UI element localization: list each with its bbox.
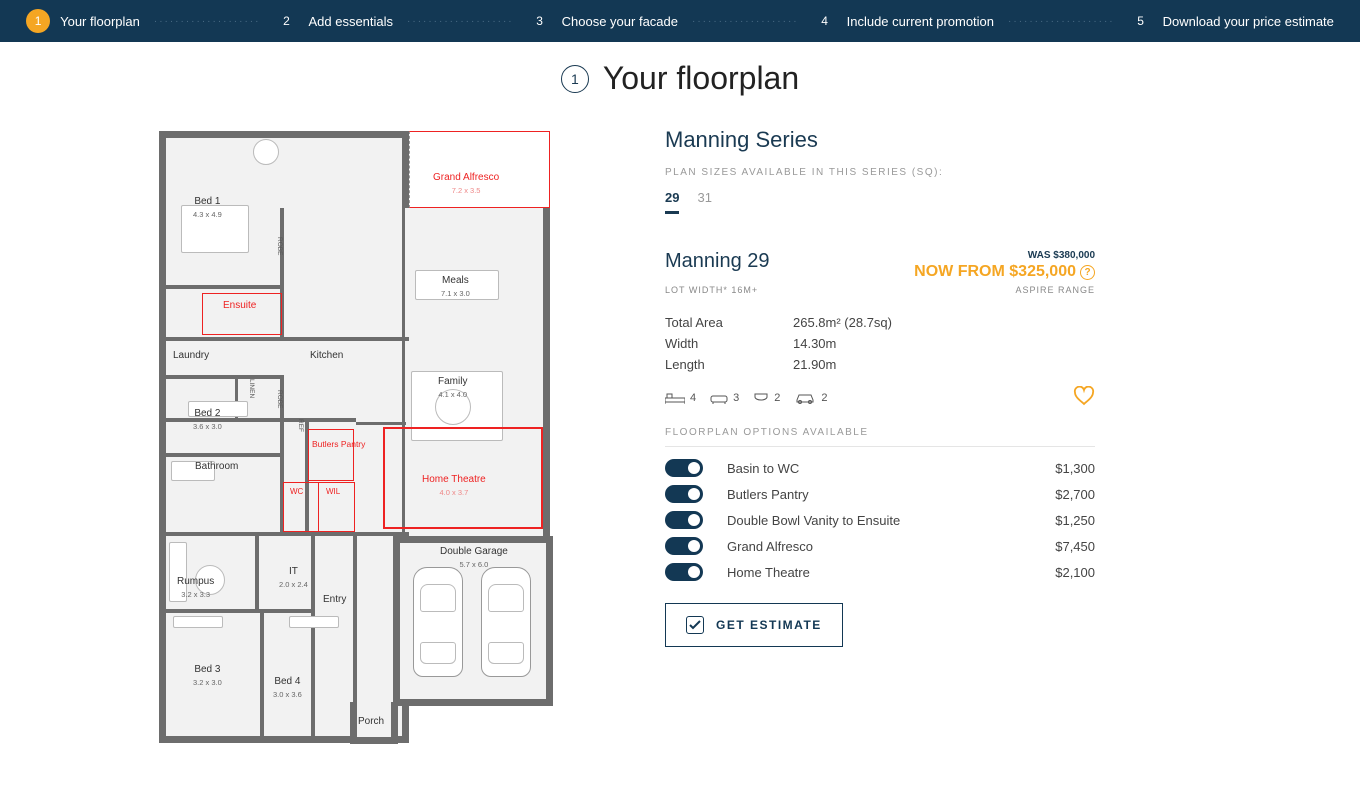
floorplan-diagram: Bed 14.3 x 4.9 Grand Alfresco7.2 x 3.5 E… [155, 127, 555, 747]
step-num: 1 [26, 9, 50, 33]
bed-icon [665, 392, 685, 404]
step-2[interactable]: 2 Add essentials [274, 9, 393, 33]
option-toggle[interactable] [665, 485, 703, 503]
spec-length-label: Length [665, 357, 793, 372]
price-info-icon[interactable]: ? [1080, 265, 1095, 280]
option-price: $7,450 [1055, 539, 1095, 554]
was-price: WAS $380,000 [914, 250, 1095, 261]
room-porch: Porch [358, 716, 384, 727]
size-31[interactable]: 31 [697, 190, 711, 214]
label-linen: LINEN [248, 379, 255, 398]
favorite-button[interactable] [1073, 386, 1095, 409]
room-alfresco: Grand Alfresco [433, 172, 499, 183]
step-divider: ···················· [1000, 16, 1123, 27]
room-wc: WC [290, 487, 303, 496]
room-bathroom: Bathroom [195, 461, 238, 472]
option-label: Butlers Pantry [727, 487, 1055, 502]
option-toggle[interactable] [665, 537, 703, 555]
step-3[interactable]: 3 Choose your facade [528, 9, 678, 33]
room-rumpus: Rumpus [177, 576, 214, 587]
room-laundry: Laundry [173, 350, 209, 361]
option-row: Grand Alfresco $7,450 [665, 537, 1095, 555]
options-title: FLOORPLAN OPTIONS AVAILABLE [665, 427, 1095, 438]
option-label: Home Theatre [727, 565, 1055, 580]
step-1[interactable]: 1 Your floorplan [26, 9, 140, 33]
step-label: Include current promotion [847, 14, 994, 29]
option-row: Butlers Pantry $2,700 [665, 485, 1095, 503]
room-kitchen: Kitchen [310, 350, 343, 361]
room-wil: WIL [326, 487, 340, 496]
garage-icon [794, 392, 816, 404]
model-name: Manning 29 [665, 250, 770, 273]
step-label: Your floorplan [60, 14, 140, 29]
step-divider: ···················· [399, 16, 522, 27]
option-price: $1,300 [1055, 461, 1095, 476]
lot-width: LOT WIDTH* 16M+ [665, 285, 758, 295]
spec-length-value: 21.90m [793, 357, 836, 372]
step-num: 4 [813, 9, 837, 33]
room-butlers: Butlers Pantry [312, 439, 365, 449]
option-price: $2,700 [1055, 487, 1095, 502]
step-4[interactable]: 4 Include current promotion [813, 9, 994, 33]
check-icon [686, 616, 704, 634]
option-price: $2,100 [1055, 565, 1095, 580]
page-title-num: 1 [561, 65, 589, 93]
room-garage: Double Garage [440, 546, 508, 557]
step-num: 2 [274, 9, 298, 33]
now-price: NOW FROM $325,000 ? [914, 263, 1095, 281]
label-robe: ROBE [276, 390, 283, 408]
step-label: Add essentials [308, 14, 393, 29]
spec-area-label: Total Area [665, 315, 793, 330]
label-robe: ROBE [276, 237, 283, 255]
wc-icon [753, 392, 769, 404]
page-title-wrap: 1 Your floorplan [0, 60, 1360, 97]
room-bed3: Bed 3 [194, 664, 220, 675]
get-estimate-button[interactable]: GET ESTIMATE [665, 603, 843, 647]
room-family: Family [438, 376, 467, 387]
option-toggle[interactable] [665, 563, 703, 581]
spec-width-value: 14.30m [793, 336, 836, 351]
page-title: Your floorplan [603, 60, 799, 97]
option-row: Home Theatre $2,100 [665, 563, 1095, 581]
step-divider: ···················· [684, 16, 807, 27]
option-label: Double Bowl Vanity to Ensuite [727, 513, 1055, 528]
option-row: Basin to WC $1,300 [665, 459, 1095, 477]
option-toggle[interactable] [665, 511, 703, 529]
option-row: Double Bowl Vanity to Ensuite $1,250 [665, 511, 1095, 529]
step-label: Choose your facade [562, 14, 678, 29]
option-toggle[interactable] [665, 459, 703, 477]
room-ensuite: Ensuite [223, 300, 256, 311]
room-meals: Meals [442, 275, 469, 286]
option-price: $1,250 [1055, 513, 1095, 528]
range-label: ASPIRE RANGE [1015, 285, 1095, 295]
step-divider: ···················· [146, 16, 269, 27]
option-label: Basin to WC [727, 461, 1055, 476]
step-num: 5 [1129, 9, 1153, 33]
step-5[interactable]: 5 Download your price estimate [1129, 9, 1334, 33]
plan-sizes: 29 31 [665, 190, 1095, 214]
stepper: 1 Your floorplan ···················· 2 … [0, 0, 1360, 42]
bath-icon [710, 392, 728, 404]
room-entry: Entry [323, 594, 346, 605]
spec-area-value: 265.8m² (28.7sq) [793, 315, 892, 330]
spec-icons: 4 3 2 2 [665, 386, 1095, 409]
divider [665, 446, 1095, 447]
room-theatre: Home Theatre [422, 474, 486, 485]
room-it: IT [289, 566, 298, 577]
series-title: Manning Series [665, 127, 1095, 153]
step-num: 3 [528, 9, 552, 33]
room-bed2: Bed 2 [194, 408, 220, 419]
size-29[interactable]: 29 [665, 190, 679, 214]
series-subtitle: PLAN SIZES AVAILABLE IN THIS SERIES (SQ)… [665, 167, 1095, 178]
option-label: Grand Alfresco [727, 539, 1055, 554]
label-ref: REF [297, 419, 304, 432]
room-bed1: Bed 1 [194, 196, 220, 207]
step-label: Download your price estimate [1163, 14, 1334, 29]
spec-width-label: Width [665, 336, 793, 351]
room-bed4: Bed 4 [274, 676, 300, 687]
